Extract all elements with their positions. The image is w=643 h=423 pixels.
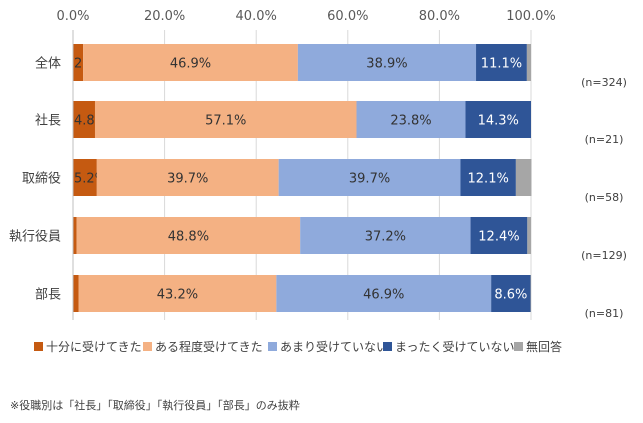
category-label-0: 全体	[35, 56, 61, 72]
bar-3-series-1	[76, 217, 301, 254]
category-label-3: 執行役員	[9, 229, 61, 245]
bar-3-series-4	[527, 217, 531, 254]
category-label-2: 取締役	[22, 171, 61, 187]
bar-3-series-3	[470, 217, 528, 254]
x-tick-label-0: 0.0%	[56, 9, 89, 24]
data-label-1-series-1: 57.1%	[205, 114, 246, 129]
sample-size-1: (n=21)	[585, 133, 624, 146]
data-label-3-series-1: 48.8%	[168, 230, 209, 245]
bar-3-series-0	[73, 217, 77, 254]
data-label-1-series-2: 23.8%	[390, 114, 431, 129]
bar-0-series-1	[83, 44, 298, 81]
legend-label-4: 無回答	[526, 339, 562, 354]
category-label-4: 部長	[35, 288, 61, 303]
bar-3-series-2	[300, 217, 471, 254]
data-label-0-series-3: 11.1%	[481, 57, 522, 72]
bar-0-series-2	[297, 44, 477, 81]
bar-0-series-4	[526, 44, 531, 81]
data-label-3-series-2: 37.2%	[365, 230, 406, 245]
legend-label-1: ある程度受けてきた	[155, 339, 263, 354]
data-label-0-series-1: 46.9%	[170, 57, 211, 72]
bar-4-series-3	[491, 275, 531, 312]
x-tick-label-1: 20.0%	[144, 9, 185, 24]
sample-size-3: (n=129)	[581, 249, 627, 262]
bar-4-series-1	[78, 275, 277, 312]
sample-size-4: (n=81)	[585, 307, 624, 320]
x-tick-label-2: 40.0%	[236, 9, 277, 24]
bar-0-series-0	[73, 44, 84, 81]
data-label-1-series-3: 14.3%	[478, 114, 519, 129]
data-label-4-series-1: 43.2%	[157, 288, 198, 303]
data-label-2-series-2: 39.7%	[349, 172, 390, 187]
legend-swatch-3	[383, 342, 392, 351]
data-label-2-series-1: 39.7%	[167, 172, 208, 187]
bar-4-series-0	[73, 275, 79, 312]
bar-2-series-3	[460, 159, 516, 196]
data-label-0-series-2: 38.9%	[366, 57, 407, 72]
data-label-4-series-2: 46.9%	[363, 288, 404, 303]
bar-1-series-1	[94, 101, 357, 138]
bar-2-series-0	[73, 159, 97, 196]
x-tick-label-5: 100.0%	[506, 9, 556, 24]
x-tick-label-4: 80.0%	[419, 9, 460, 24]
bar-1-series-2	[356, 101, 466, 138]
sample-size-2: (n=58)	[585, 191, 624, 204]
sample-size-0: (n=324)	[581, 76, 627, 89]
category-label-1: 社長	[35, 113, 61, 129]
bar-2-series-2	[278, 159, 461, 196]
data-label-3-series-3: 12.4%	[478, 230, 519, 245]
legend-swatch-4	[514, 342, 523, 351]
data-label-4-series-3: 8.6%	[494, 288, 527, 303]
data-label-2-series-3: 12.1%	[468, 172, 509, 187]
bar-4-series-2	[276, 275, 492, 312]
legend-swatch-1	[143, 342, 152, 351]
bar-0-series-3	[476, 44, 527, 81]
bar-1-series-3	[465, 101, 531, 138]
legend-label-2: あまり受けていない	[280, 340, 388, 354]
legend-swatch-0	[34, 342, 43, 351]
legend-label-0: 十分に受けてきた	[46, 340, 142, 354]
x-tick-label-3: 60.0%	[327, 9, 368, 24]
legend-label-3: まったく受けていない	[395, 340, 515, 354]
legend-swatch-2	[268, 342, 277, 351]
bar-2-series-1	[96, 159, 279, 196]
bar-2-series-4	[515, 159, 532, 196]
bar-1-series-0	[73, 101, 95, 138]
footnote: ※役職別は「社長」「取締役」「執行役員」「部長」のみ抜粋	[10, 398, 300, 412]
